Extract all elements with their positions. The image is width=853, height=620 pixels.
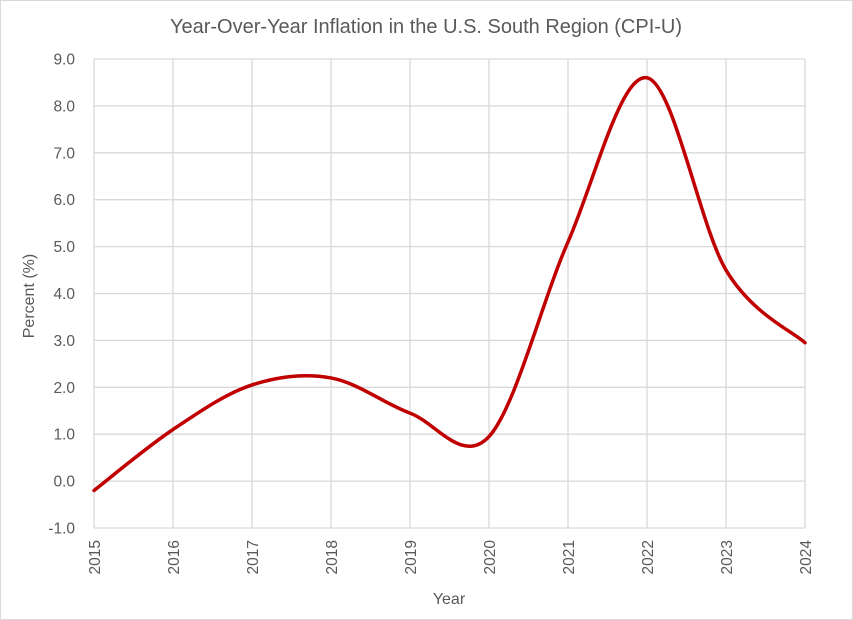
y-tick-label: 2.0 [53, 380, 75, 397]
x-tick-label: 2019 [403, 540, 420, 574]
horizontal-gridlines [94, 58, 805, 529]
x-tick-label: 2016 [166, 540, 183, 574]
y-tick-label: 5.0 [53, 239, 75, 256]
series-line [92, 76, 807, 493]
y-tick-label: 0.0 [53, 474, 75, 491]
y-tick-label: 9.0 [53, 52, 75, 69]
y-tick-label: 3.0 [53, 333, 75, 350]
x-tick-label: 2021 [561, 540, 578, 574]
y-tick-label: 8.0 [53, 98, 75, 115]
x-tick-label: 2023 [719, 540, 736, 574]
y-tick-label: 4.0 [53, 286, 75, 303]
y-axis-tick-labels: -1.0 0.0 1.0 2.0 3.0 4.0 5.0 6.0 7.0 8.0 9.0 [48, 52, 75, 538]
y-tick-label: 1.0 [53, 427, 75, 444]
y-tick-label: 6.0 [53, 192, 75, 209]
x-tick-label: 2017 [245, 540, 262, 574]
x-tick-label: 2018 [324, 540, 341, 574]
series-layer [92, 76, 807, 493]
x-axis-tick-labels: 2015 2016 2017 2018 2019 2020 2021 2022 2023 2024 [87, 540, 815, 575]
x-tick-label: 2020 [482, 540, 499, 575]
x-tick-label: 2022 [640, 540, 657, 574]
chart-title: Year-Over-Year Inflation in the U.S. Sou… [170, 16, 682, 38]
y-tick-label: 7.0 [53, 145, 75, 162]
x-tick-label: 2015 [87, 540, 104, 574]
x-tick-label: 2024 [798, 540, 815, 575]
y-tick-label: -1.0 [48, 521, 75, 538]
y-axis-label: Percent (%) [21, 254, 38, 338]
x-axis-label: Year [433, 591, 466, 608]
